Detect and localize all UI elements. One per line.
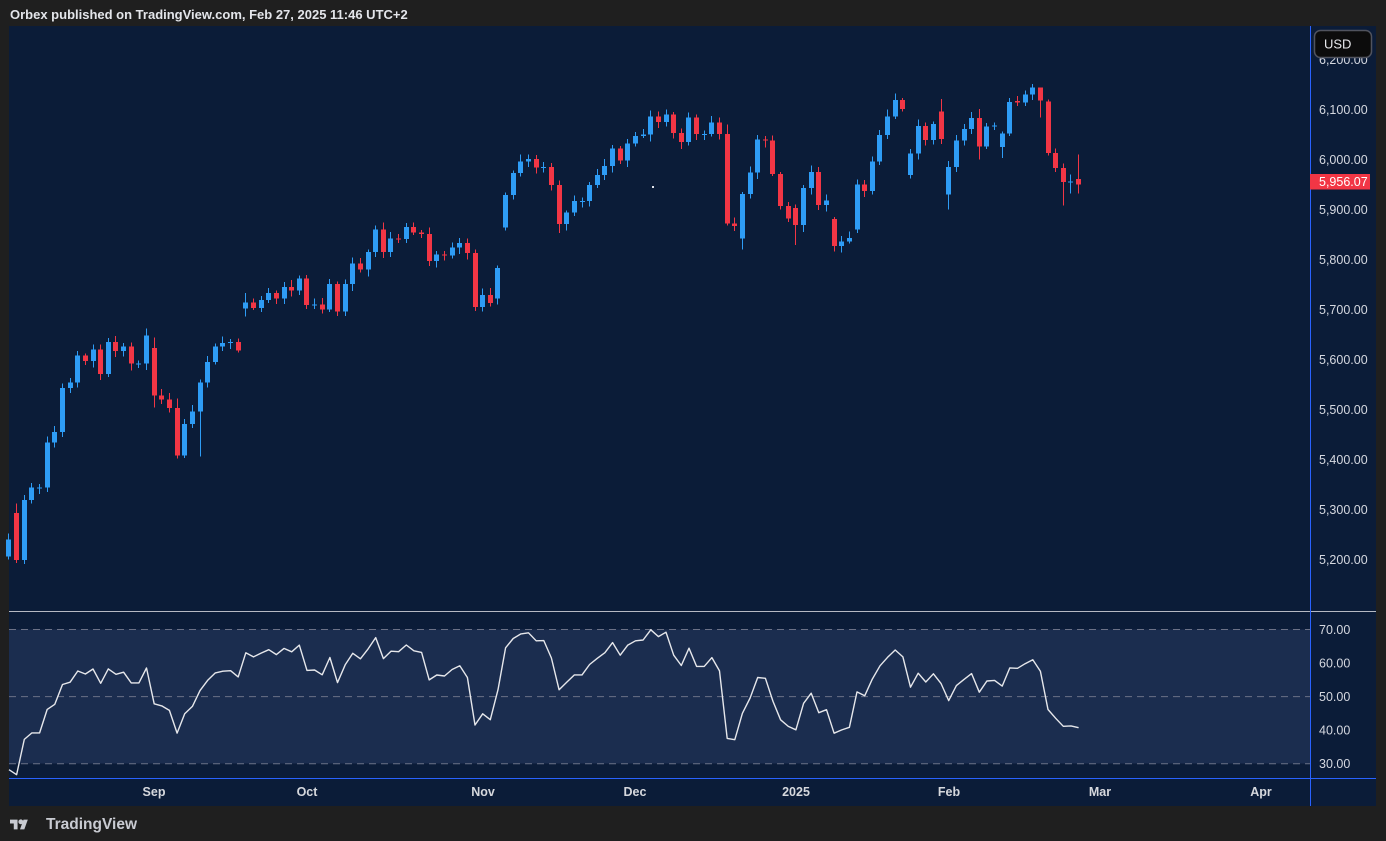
svg-text:Nov: Nov bbox=[471, 785, 495, 799]
svg-text:5,300.00: 5,300.00 bbox=[1319, 503, 1368, 517]
svg-text:5,700.00: 5,700.00 bbox=[1319, 303, 1368, 317]
svg-text:50.00: 50.00 bbox=[1319, 690, 1350, 704]
svg-text:Sep: Sep bbox=[143, 785, 166, 799]
svg-text:5,200.00: 5,200.00 bbox=[1319, 553, 1368, 567]
svg-text:Feb: Feb bbox=[938, 785, 961, 799]
svg-text:6,100.00: 6,100.00 bbox=[1319, 103, 1368, 117]
svg-text:Dec: Dec bbox=[624, 785, 647, 799]
svg-text:5,400.00: 5,400.00 bbox=[1319, 453, 1368, 467]
svg-text:5,900.00: 5,900.00 bbox=[1319, 203, 1368, 217]
svg-text:USD: USD bbox=[1324, 37, 1351, 52]
svg-text:2025: 2025 bbox=[782, 785, 810, 799]
svg-text:Orbex published on TradingView: Orbex published on TradingView.com, Feb … bbox=[10, 7, 408, 22]
svg-text:Apr: Apr bbox=[1250, 785, 1272, 799]
svg-text:5,500.00: 5,500.00 bbox=[1319, 403, 1368, 417]
svg-text:30.00: 30.00 bbox=[1319, 757, 1350, 771]
svg-text:60.00: 60.00 bbox=[1319, 657, 1350, 671]
svg-text:5,956.07: 5,956.07 bbox=[1319, 175, 1368, 189]
svg-text:TradingView: TradingView bbox=[46, 816, 138, 833]
svg-text:6,000.00: 6,000.00 bbox=[1319, 153, 1368, 167]
svg-text:40.00: 40.00 bbox=[1319, 724, 1350, 738]
svg-text:Mar: Mar bbox=[1089, 785, 1111, 799]
svg-text:Oct: Oct bbox=[297, 785, 319, 799]
svg-text:5,600.00: 5,600.00 bbox=[1319, 353, 1368, 367]
svg-text:70.00: 70.00 bbox=[1319, 623, 1350, 637]
svg-text:5,800.00: 5,800.00 bbox=[1319, 253, 1368, 267]
